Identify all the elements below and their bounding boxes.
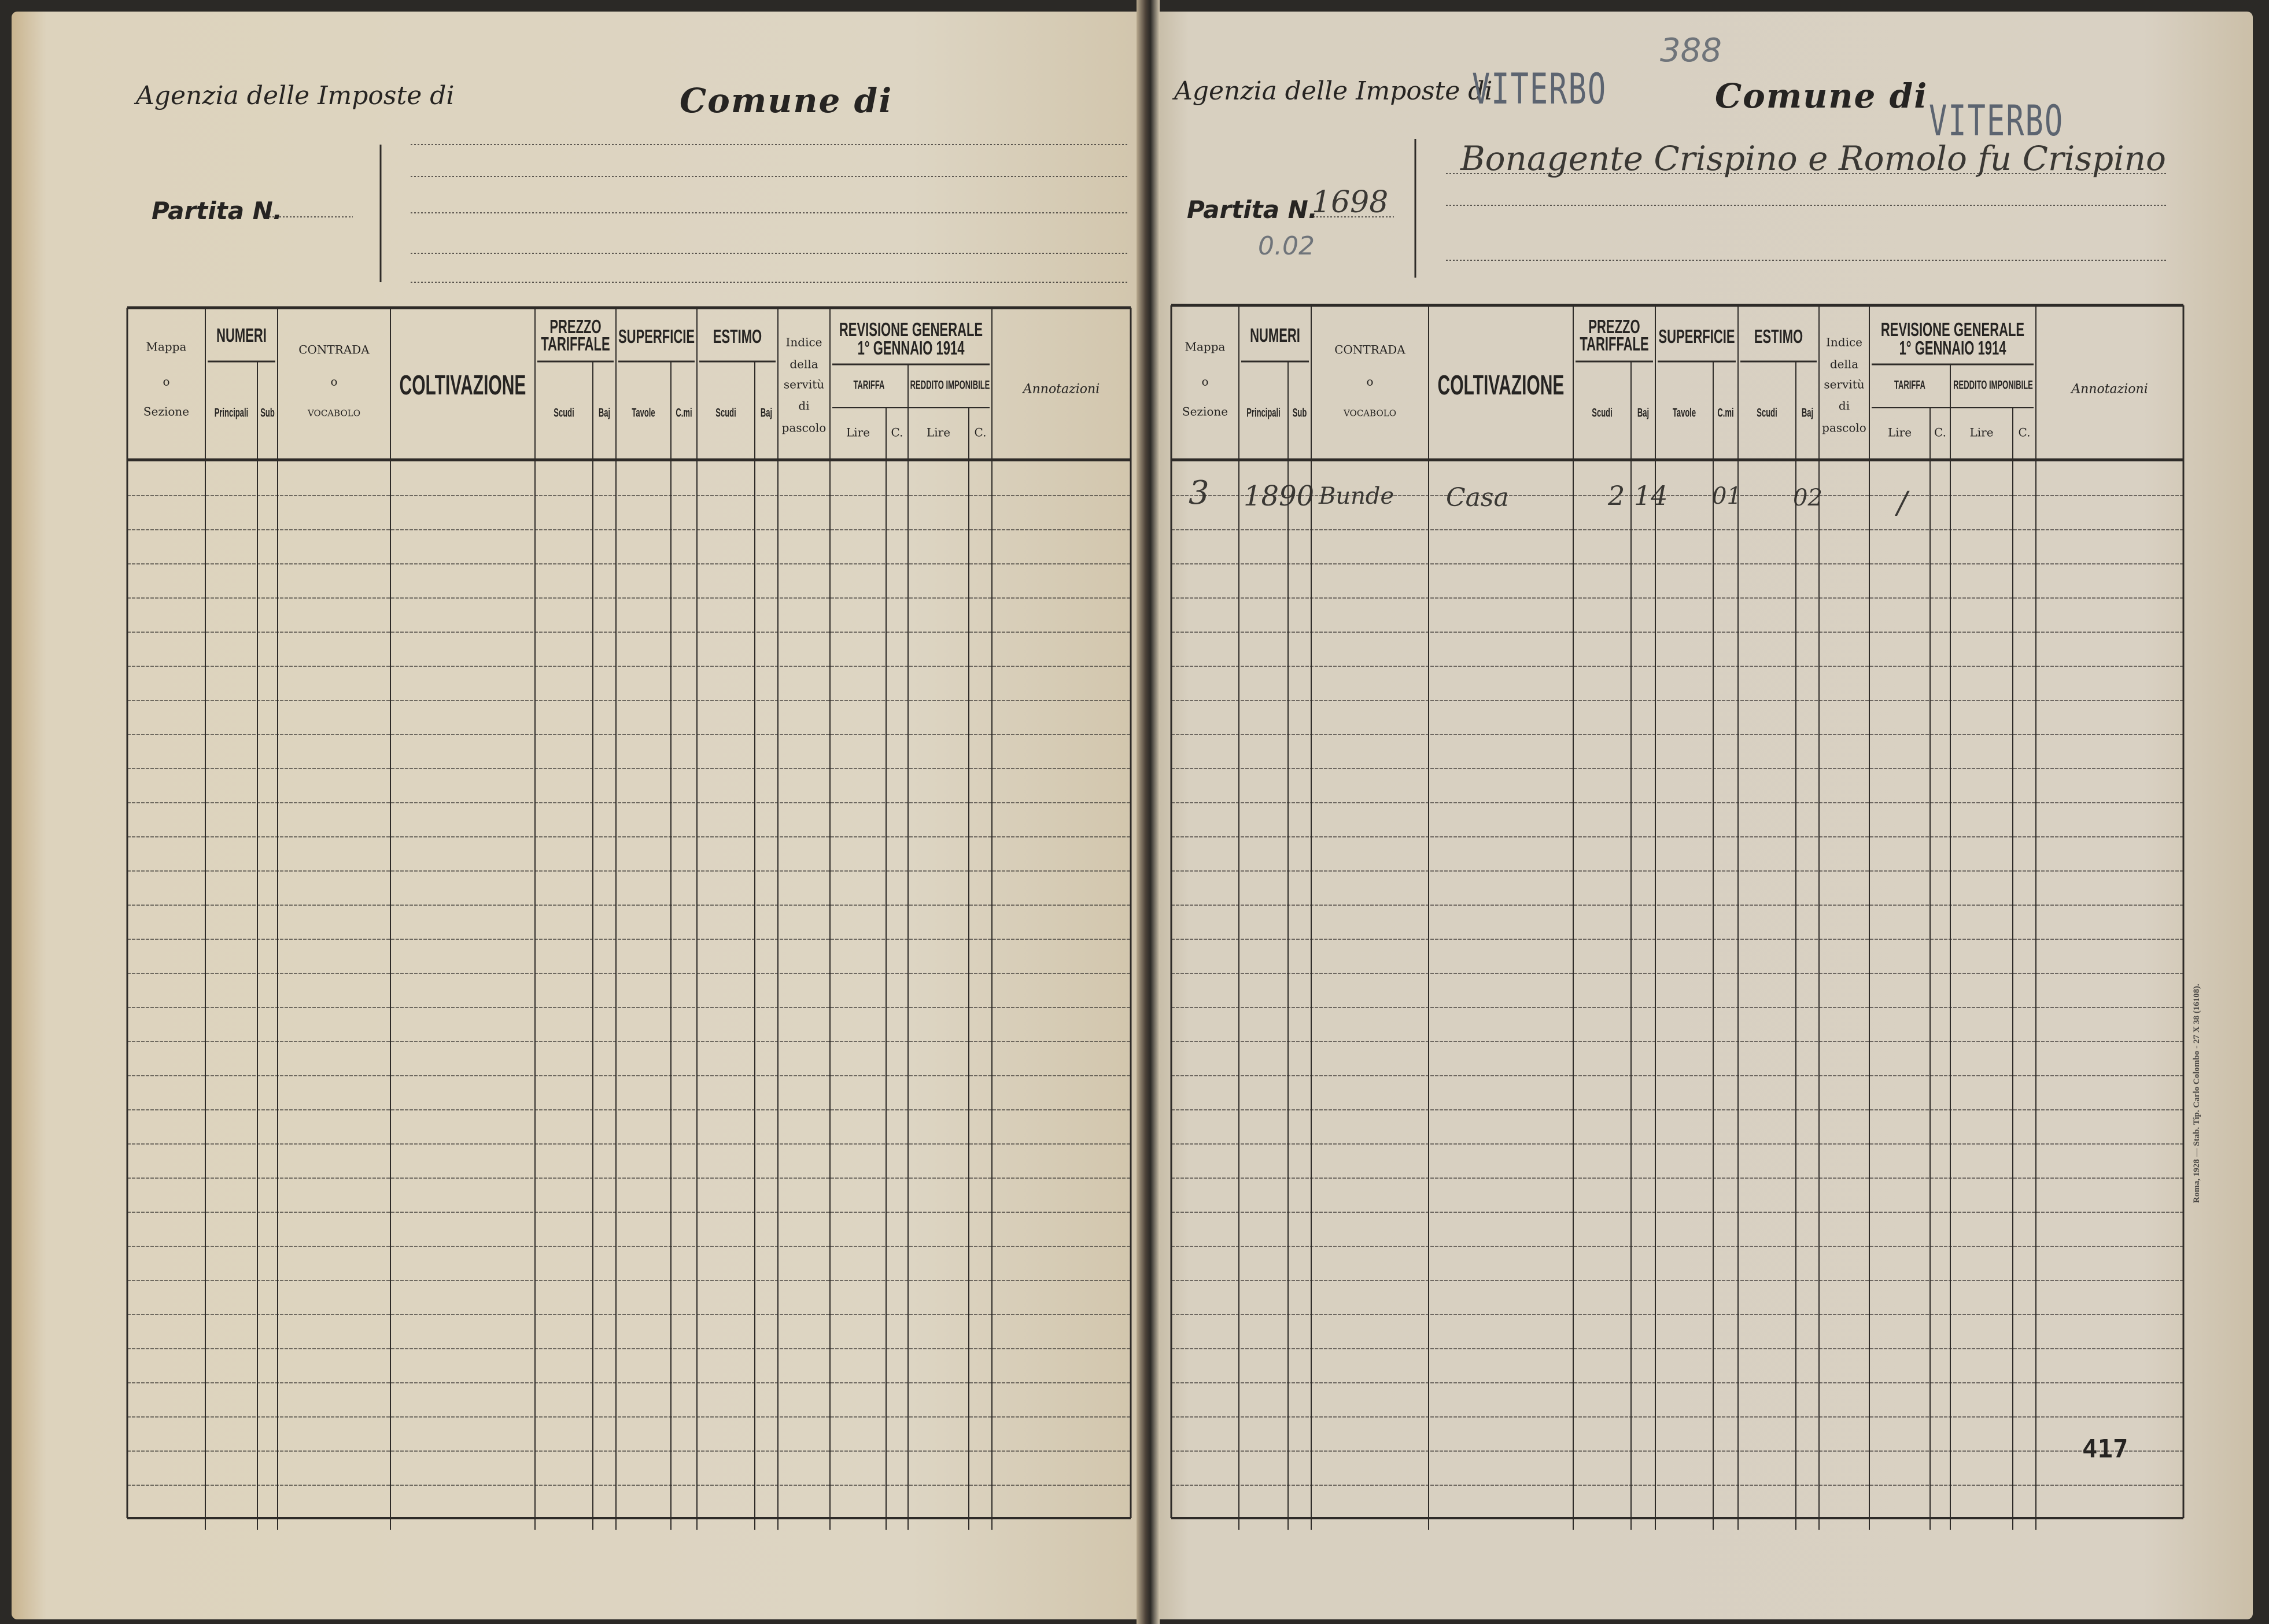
left-header-estimo-scudi: Scudi [715, 405, 736, 420]
right-header-lire2: Lire [1969, 425, 1994, 440]
right-header-contrada: CONTRADA [1334, 342, 1405, 357]
left-header-lire: Lire [846, 425, 870, 440]
right-header-estimo: ESTIMO [1754, 326, 1803, 348]
right-header-di: di [1838, 398, 1850, 413]
left-partita-label: Partita N. [152, 197, 282, 225]
right-header-prezzo: PREZZO [1588, 316, 1640, 338]
left-header-sezione: Sezione [143, 404, 190, 419]
left-header-tariffa: TARIFFA [853, 378, 885, 392]
right-header-vocabolo: VOCABOLO [1343, 408, 1397, 419]
left-header-indice: Indice [785, 335, 822, 349]
right-header-reddito: REDDITO IMPONIBILE [1953, 378, 2033, 392]
right-header-scudi: Scudi [1592, 405, 1613, 420]
entry-coltivazione: Casa [1446, 483, 1509, 512]
left-header-contrada: CONTRADA [298, 342, 370, 357]
left-header-mappa-o: o [163, 374, 170, 389]
left-header-reddito: REDDITO IMPONIBILE [910, 378, 990, 392]
right-partita-label: Partita N. [1187, 195, 1318, 224]
left-header-pascolo: pascolo [781, 420, 827, 435]
left-header-revisione-date: 1° GENNAIO 1914 [857, 337, 965, 359]
right-header-lire: Lire [1887, 425, 1912, 440]
right-header-mappa: Mappa [1185, 339, 1226, 354]
entry-contrada: Bunde [1319, 483, 1394, 510]
right-header-c2: C. [2018, 425, 2031, 440]
agency-stamp: VITERBO [1472, 65, 1607, 114]
left-page [12, 12, 1137, 1619]
right-header-pascolo: pascolo [1822, 420, 1866, 435]
owner-name: Bonagente Crispino e Romolo fu Crispino [1460, 139, 2166, 178]
right-header-mappa-o: o [1201, 374, 1209, 389]
left-header-della: della [789, 357, 818, 371]
right-header-tariffa: TARIFFA [1894, 378, 1925, 392]
page-number: 417 [2082, 1434, 2128, 1464]
left-comune-label: Comune di [680, 81, 893, 120]
right-agency-label: Agenzia delle Imposte di [1174, 76, 1493, 106]
entry-tariffa-mark: / [1897, 486, 1908, 521]
left-header-vocabolo: VOCABOLO [307, 408, 361, 419]
right-header-estimo-baj: Baj [1801, 405, 1814, 420]
right-header-sezione: Sezione [1182, 404, 1228, 419]
left-header-coltivazione: COLTIVAZIONE [399, 370, 526, 401]
left-header-cmi: C.mi [676, 405, 692, 420]
right-header-annotazioni: Annotazioni [2071, 382, 2148, 397]
right-header-tavole: Tavole [1672, 405, 1696, 420]
left-header-estimo: ESTIMO [713, 326, 762, 348]
left-header-tavole: Tavole [632, 405, 655, 420]
entry-estimo-baj: 02 [1793, 485, 1822, 511]
right-header-principali: Principali [1246, 405, 1281, 420]
left-header-servitu: servitù [783, 377, 825, 392]
right-header-contrada-o: o [1366, 374, 1374, 389]
partita-note: 0.02 [1258, 231, 1315, 261]
left-header-scudi: Scudi [554, 405, 574, 420]
left-header-tariffale: TARIFFALE [541, 333, 610, 355]
left-header-revisione: REVISIONE GENERALE [839, 319, 983, 341]
left-header-prezzo: PREZZO [549, 316, 602, 338]
right-page [1160, 12, 2253, 1619]
book-spine [1137, 0, 1160, 1624]
entry-numeri-principali: 1890 [1244, 480, 1315, 512]
left-header-c: C. [891, 425, 903, 440]
left-header-numeri: NUMERI [216, 324, 267, 346]
right-header-cmi: C.mi [1717, 405, 1734, 420]
right-header-sub: Sub [1292, 405, 1307, 420]
right-header-coltivazione: COLTIVAZIONE [1437, 370, 1565, 401]
entry-superficie-cmi: 01 [1712, 483, 1742, 510]
right-header-indice: Indice [1825, 335, 1863, 349]
right-header-revisione: REVISIONE GENERALE [1880, 319, 2025, 341]
left-header-baj: Baj [598, 405, 611, 420]
left-header-di: di [798, 398, 810, 413]
left-header-superficie: SUPERFICIE [618, 326, 695, 348]
left-header-contrada-o: o [330, 374, 338, 389]
right-header-estimo-scudi: Scudi [1757, 405, 1777, 420]
right-header-servitu: servitù [1824, 377, 1865, 392]
left-header-sub: Sub [260, 405, 275, 420]
comune-stamp: VITERBO [1929, 97, 2064, 146]
right-header-numeri: NUMERI [1250, 324, 1300, 346]
left-header-lire2: Lire [926, 425, 951, 440]
left-header-principali: Principali [214, 405, 249, 420]
right-header-superficie: SUPERFICIE [1658, 326, 1735, 348]
right-header-baj: Baj [1637, 405, 1650, 420]
partita-number: 1698 [1312, 185, 1389, 220]
left-agency-label: Agenzia delle Imposte di [136, 81, 455, 110]
right-header-c: C. [1934, 425, 1946, 440]
left-header-c2: C. [974, 425, 987, 440]
right-header-tariffale: TARIFFALE [1580, 333, 1649, 355]
left-header-estimo-baj: Baj [760, 405, 773, 420]
right-header-revisione-date: 1° GENNAIO 1914 [1899, 337, 2006, 359]
right-header-della: della [1829, 357, 1859, 371]
left-header-mappa: Mappa [146, 339, 187, 354]
left-header-annotazioni: Annotazioni [1023, 382, 1100, 397]
pencil-number: 388 [1660, 32, 1722, 69]
right-comune-label: Comune di [1715, 76, 1928, 116]
entry-mappa-sezione: 3 [1189, 474, 1209, 512]
